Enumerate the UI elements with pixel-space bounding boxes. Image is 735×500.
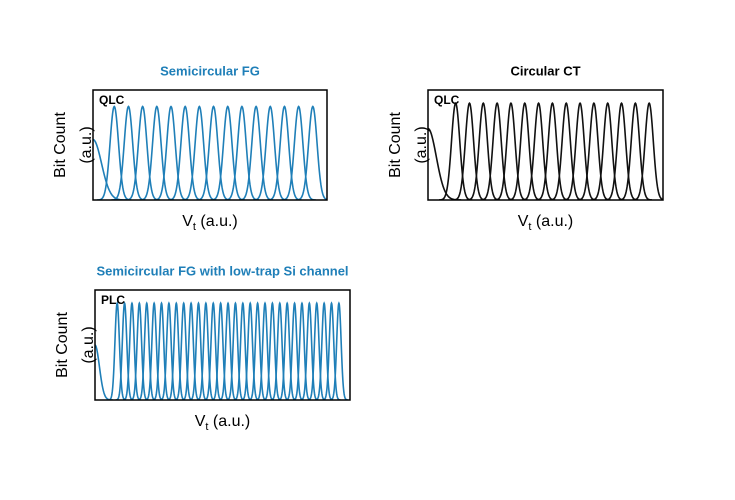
state-peak: [563, 101, 597, 200]
annotation: PLC: [101, 293, 125, 307]
x-label-sub: t: [193, 221, 196, 233]
panel-title: Circular CT: [510, 63, 580, 78]
state-peak: [196, 105, 231, 200]
state-peak: [428, 127, 462, 200]
state-peak: [285, 301, 304, 400]
state-peak: [549, 101, 583, 200]
plot-frame: [92, 89, 328, 201]
state-peak: [329, 301, 348, 400]
state-peak: [123, 301, 141, 400]
state-peak: [95, 344, 113, 400]
x-label-rest: (a.u.): [196, 213, 238, 230]
state-peak: [494, 101, 528, 200]
state-peak: [204, 301, 223, 400]
state-peak: [591, 101, 625, 200]
state-peak: [125, 105, 160, 200]
x-label-sub: t: [205, 421, 208, 433]
state-peak: [111, 105, 146, 200]
x-label: Vt (a.u.): [195, 413, 251, 433]
state-peak: [263, 301, 282, 400]
y-label: Bit Count: [387, 112, 404, 178]
state-peak: [480, 101, 514, 200]
state-peak: [189, 301, 208, 400]
panel: Semicircular FG with low-trap Si channel…: [54, 263, 351, 433]
state-peak: [210, 105, 245, 200]
state-peak: [182, 105, 217, 200]
state-peak: [508, 101, 542, 200]
state-peak: [211, 301, 230, 400]
plot-frame: [427, 89, 664, 201]
state-peak: [281, 105, 316, 200]
annotation: QLC: [434, 93, 460, 107]
state-peak: [293, 301, 311, 400]
state-peak: [233, 301, 252, 400]
x-label: Vt (a.u.): [182, 213, 238, 233]
state-peak: [174, 301, 193, 400]
x-label-main: V: [182, 213, 193, 230]
y-label-unit: (a.u.): [413, 126, 430, 163]
x-label-main: V: [195, 413, 206, 430]
x-label: Vt (a.u.): [518, 213, 574, 233]
curves: [95, 301, 348, 400]
annotation: QLC: [99, 93, 125, 107]
state-peak: [241, 301, 260, 400]
state-peak: [604, 101, 639, 200]
panel-title: Semicircular FG with low-trap Si channel: [96, 263, 348, 278]
state-peak: [270, 301, 289, 400]
state-peak: [535, 101, 570, 200]
state-peak: [97, 105, 132, 200]
state-peak: [130, 301, 149, 400]
state-peak: [115, 301, 134, 400]
state-peak: [315, 301, 334, 400]
state-peak: [452, 101, 487, 200]
state-peak: [226, 301, 245, 400]
state-peak: [307, 301, 326, 400]
state-peak: [167, 301, 186, 400]
state-peak: [182, 301, 201, 400]
state-peak: [439, 101, 473, 200]
state-peak: [256, 301, 274, 400]
state-peak: [267, 105, 302, 200]
curves: [93, 105, 327, 200]
state-peak: [278, 301, 297, 400]
state-peak: [108, 301, 127, 400]
state-peak: [137, 301, 156, 400]
x-label-rest: (a.u.): [208, 413, 250, 430]
x-label-sub: t: [528, 221, 531, 233]
state-peak: [224, 105, 259, 200]
panel-title: Semicircular FG: [160, 63, 260, 78]
y-label: Bit Count: [54, 312, 71, 378]
x-label-main: V: [518, 213, 529, 230]
state-peak: [153, 105, 189, 200]
state-peak: [295, 105, 327, 200]
y-label-unit: (a.u.): [78, 126, 95, 163]
state-peak: [322, 301, 341, 400]
state-peak: [300, 301, 319, 400]
state-peak: [632, 101, 663, 200]
state-peak: [219, 301, 237, 400]
state-peak: [618, 101, 652, 200]
state-peak: [253, 105, 288, 200]
state-peak: [577, 101, 611, 200]
state-peak: [521, 101, 556, 200]
state-peak: [145, 301, 164, 400]
state-peak: [248, 301, 267, 400]
state-peak: [196, 301, 215, 400]
y-label: Bit Count: [52, 112, 69, 178]
state-peak: [159, 301, 178, 400]
state-peak: [239, 105, 274, 200]
state-peak: [152, 301, 171, 400]
state-peak: [168, 105, 203, 200]
x-label-rest: (a.u.): [531, 213, 573, 230]
state-peak: [466, 101, 500, 200]
state-peak: [139, 105, 174, 200]
curves: [428, 101, 663, 200]
y-label-unit: (a.u.): [80, 326, 97, 363]
plot-frame: [94, 289, 351, 401]
